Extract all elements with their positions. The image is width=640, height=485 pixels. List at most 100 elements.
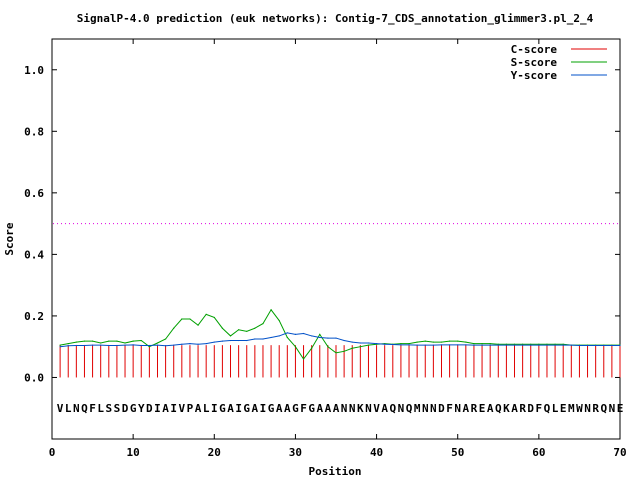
x-tick-label: 10 xyxy=(127,446,140,459)
s-score-point xyxy=(449,340,451,342)
s-score-point xyxy=(513,343,516,345)
sequence-residue: D xyxy=(122,402,129,415)
y-tick-label: 0.2 xyxy=(24,310,44,323)
sequence-residue: L xyxy=(552,402,559,415)
sequence-residue: N xyxy=(73,402,80,415)
y-score-point xyxy=(497,344,499,346)
y-score-point xyxy=(156,344,159,346)
y-score-point xyxy=(83,344,86,347)
y-score-point xyxy=(311,335,313,337)
y-score-point xyxy=(530,344,532,346)
y-score-point xyxy=(197,343,199,345)
sequence-residue: A xyxy=(325,402,332,415)
s-score-point xyxy=(343,350,345,352)
sequence-residue: K xyxy=(357,402,364,415)
s-score-point xyxy=(294,346,297,348)
s-score-point xyxy=(335,352,337,354)
s-score-point xyxy=(416,341,418,343)
s-score-point xyxy=(124,342,126,344)
y-score-point xyxy=(335,337,337,339)
sequence-residue: I xyxy=(260,402,267,415)
sequence-residue: N xyxy=(422,402,429,415)
sequence-residue: D xyxy=(146,402,153,415)
legend-label-y-score: Y-score xyxy=(511,69,558,82)
sequence-residue: F xyxy=(89,402,96,415)
sequence-residue: N xyxy=(430,402,437,415)
sequence-residue: M xyxy=(414,402,421,415)
s-score-point xyxy=(554,343,556,345)
y-score-point xyxy=(449,344,451,346)
y-score-point xyxy=(319,336,321,339)
x-axis-label: Position xyxy=(309,465,362,478)
y-tick-label: 0.0 xyxy=(24,371,44,384)
y-axis-label: Score xyxy=(3,222,16,255)
s-score-point xyxy=(538,343,540,345)
y-score-point xyxy=(392,343,394,346)
y-score-point xyxy=(351,341,353,343)
s-score-point xyxy=(197,324,199,326)
y-score-point xyxy=(67,345,69,347)
y-score-point xyxy=(400,344,402,346)
sequence-residue: L xyxy=(65,402,72,415)
sequence-residue: G xyxy=(243,402,250,415)
sequence-residue: F xyxy=(536,402,543,415)
sequence-residue: F xyxy=(300,402,307,415)
sequence-residue: G xyxy=(130,402,137,415)
s-score-point xyxy=(238,329,240,331)
sequence-residue: I xyxy=(211,402,218,415)
x-tick-label: 60 xyxy=(532,446,545,459)
y-score-point xyxy=(546,344,548,346)
s-score-point xyxy=(424,340,426,342)
s-score-point xyxy=(173,327,175,329)
sequence-residue: Q xyxy=(495,402,502,415)
s-score-point xyxy=(213,316,215,319)
y-score-point xyxy=(473,344,475,346)
sequence-residue: Q xyxy=(81,402,88,415)
s-score-point xyxy=(221,327,223,329)
sequence-residue: Q xyxy=(600,402,607,415)
y-score-point xyxy=(91,344,94,346)
s-score-point xyxy=(108,340,110,342)
y-score-point xyxy=(124,344,126,346)
y-score-point xyxy=(132,344,134,346)
sequence-residue: I xyxy=(154,402,161,415)
sequence-residue: A xyxy=(227,402,234,415)
sequence-residue: Q xyxy=(389,402,396,415)
y-score-point xyxy=(148,344,150,347)
y-score-point xyxy=(408,344,410,346)
y-score-point xyxy=(424,344,426,346)
sequence-residue: N xyxy=(349,402,356,415)
s-score-point xyxy=(156,342,159,344)
y-score-point xyxy=(465,344,467,346)
sequence-residue: N xyxy=(341,402,348,415)
y-score-point xyxy=(238,339,240,342)
y-score-point xyxy=(213,341,215,343)
y-score-point xyxy=(189,343,191,345)
y-score-point xyxy=(302,332,305,335)
s-score-point xyxy=(505,343,507,345)
s-score-point xyxy=(278,319,280,322)
sequence-residue: A xyxy=(276,402,283,415)
s-score-point xyxy=(408,343,410,345)
y-score-point xyxy=(505,344,507,346)
s-score-point xyxy=(229,335,232,337)
s-score-point xyxy=(327,346,329,348)
sequence-residue: R xyxy=(519,402,526,415)
x-tick-label: 30 xyxy=(289,446,302,459)
s-score-point xyxy=(100,342,102,344)
s-score-point xyxy=(75,341,77,343)
s-score-point xyxy=(116,340,118,342)
s-score-point xyxy=(440,341,443,343)
y-score-point xyxy=(343,339,345,342)
y-score-point xyxy=(140,344,142,347)
sequence-residue: G xyxy=(268,402,275,415)
y-score-point xyxy=(595,344,597,347)
s-score-point xyxy=(465,341,467,343)
sequence-residue: G xyxy=(292,402,299,415)
y-score-point xyxy=(586,344,589,347)
sequence-residue: R xyxy=(471,402,478,415)
y-score-point xyxy=(481,344,483,346)
sequence-residue: S xyxy=(105,402,112,415)
